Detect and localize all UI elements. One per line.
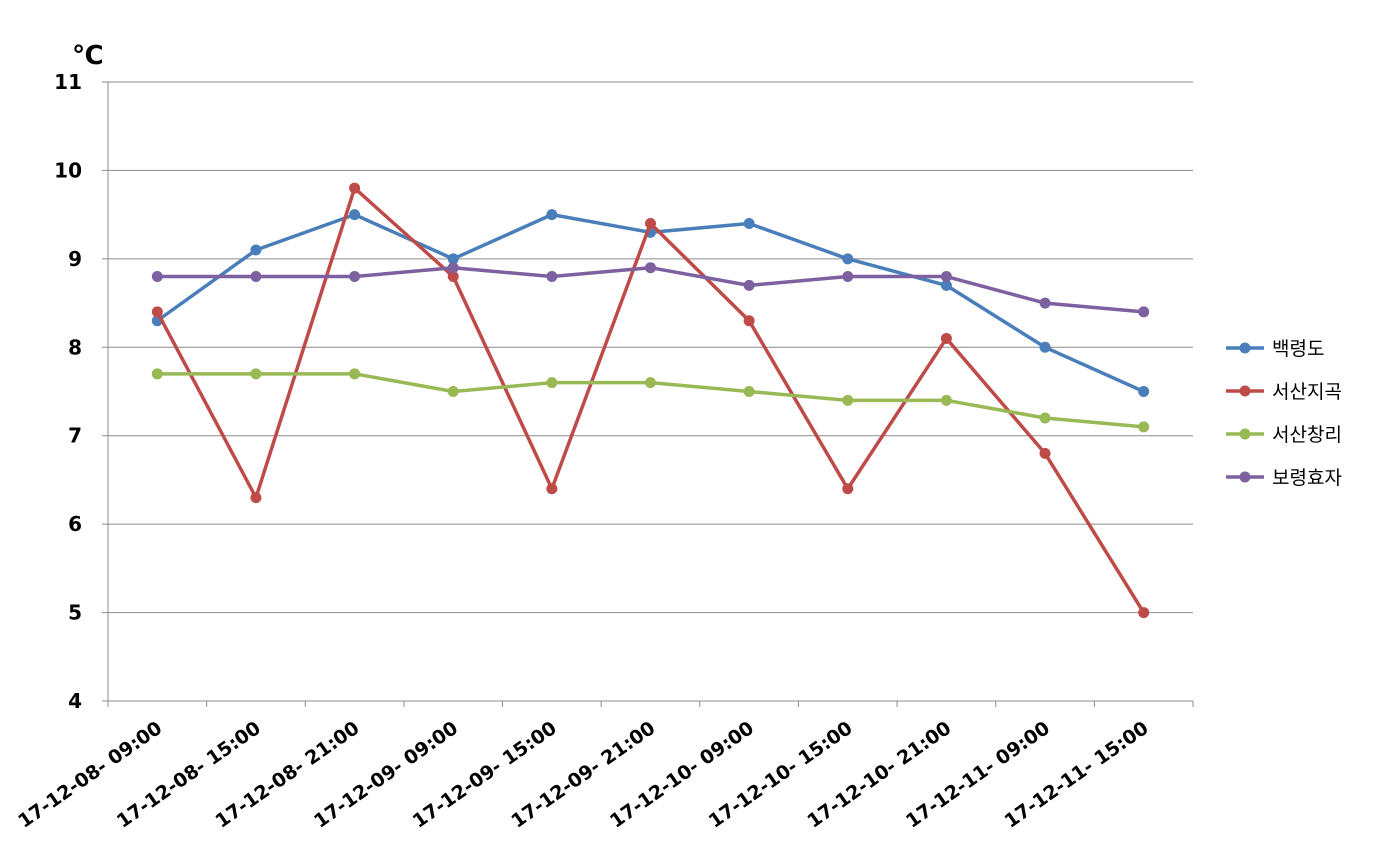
- legend-label: 서산창리: [1272, 424, 1342, 446]
- y-tick-label: 7: [68, 424, 82, 448]
- series-line-3: [157, 265, 1144, 314]
- data-point: [447, 253, 459, 265]
- data-point: [1039, 341, 1051, 353]
- y-tick-labels: 4 5 6 7 8 9 10 11: [54, 70, 82, 713]
- data-point: [546, 377, 558, 389]
- data-point: [250, 368, 262, 380]
- data-point: [940, 332, 952, 344]
- data-point: [842, 271, 854, 283]
- data-point: [447, 271, 459, 283]
- data-point: [842, 394, 854, 406]
- legend-label: 서산지곡: [1272, 381, 1342, 403]
- data-point: [546, 271, 558, 283]
- gridlines: [108, 81, 1193, 614]
- series: [151, 182, 1150, 619]
- data-point: [1138, 607, 1150, 619]
- legend-swatch-marker: [1239, 342, 1251, 354]
- data-point: [349, 182, 361, 194]
- data-point: [250, 271, 262, 283]
- y-tick-label: 5: [68, 601, 82, 625]
- y-tick-label: 10: [54, 158, 82, 182]
- legend-label: 백령도: [1272, 338, 1324, 360]
- data-point: [743, 217, 755, 229]
- series-line-0: [156, 212, 1145, 394]
- data-point: [349, 209, 361, 221]
- y-tick-label: 8: [68, 335, 82, 359]
- data-point: [743, 279, 755, 291]
- series-line-1: [155, 186, 1146, 614]
- data-point: [645, 377, 656, 389]
- data-point: [447, 262, 459, 274]
- data-point: [842, 483, 854, 495]
- data-point: [1039, 447, 1051, 459]
- data-point: [940, 271, 952, 283]
- data-point: [940, 279, 952, 291]
- data-point: [546, 209, 558, 221]
- legend-swatch-marker: [1239, 471, 1251, 483]
- data-point: [940, 394, 952, 406]
- data-point: [1138, 386, 1150, 397]
- legend-label: 보령효자: [1272, 467, 1342, 489]
- data-point: [1039, 297, 1051, 309]
- y-tick-label: 6: [68, 512, 82, 536]
- data-point: [151, 271, 163, 283]
- y-tick-label: 9: [68, 247, 82, 271]
- data-point: [743, 315, 755, 327]
- data-point: [151, 368, 163, 380]
- axes: [102, 81, 1194, 707]
- data-point: [1138, 306, 1150, 318]
- y-tick-label: 4: [68, 689, 82, 713]
- data-point: [447, 386, 459, 397]
- legend-swatch-marker: [1239, 385, 1251, 397]
- data-point: [151, 306, 163, 318]
- data-point: [842, 253, 854, 265]
- data-point: [645, 217, 656, 229]
- data-point: [743, 386, 755, 397]
- legend-swatch-marker: [1239, 428, 1251, 440]
- data-point: [1039, 412, 1051, 424]
- y-unit-label: ℃: [72, 41, 103, 71]
- data-point: [349, 368, 361, 380]
- data-point: [250, 244, 262, 256]
- data-point: [546, 483, 558, 495]
- y-tick-label: 11: [54, 70, 82, 94]
- data-point: [250, 492, 262, 504]
- data-point: [1138, 421, 1150, 433]
- data-point: [645, 262, 656, 274]
- data-point: [349, 271, 361, 283]
